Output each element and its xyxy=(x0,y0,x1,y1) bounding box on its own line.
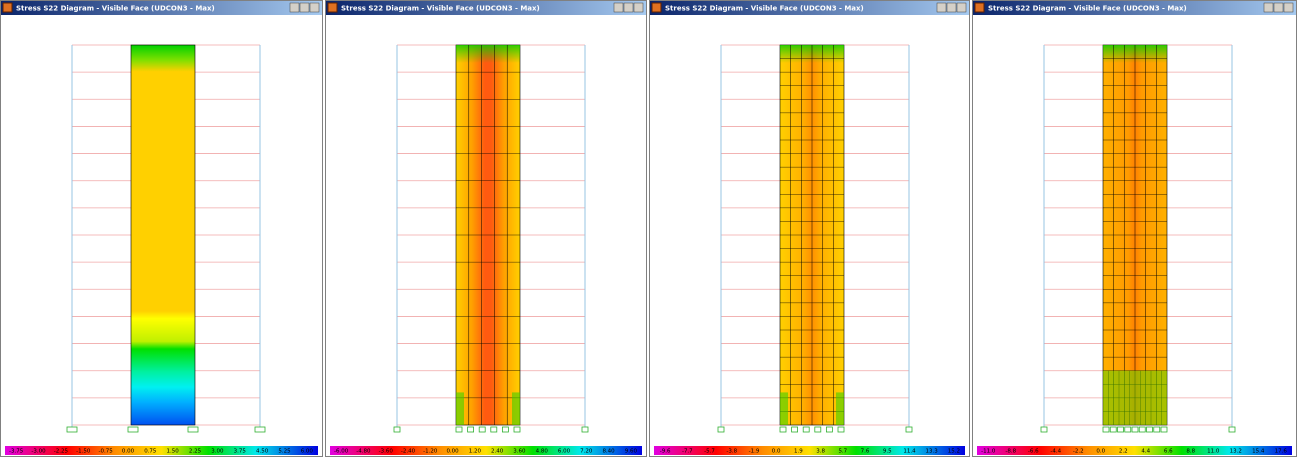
minimize-button[interactable] xyxy=(937,3,946,12)
window-title: Stress S22 Diagram - Visible Face (UDCON… xyxy=(988,5,1187,13)
maximize-button[interactable] xyxy=(1274,3,1283,12)
legend-label: -6.6 xyxy=(1028,449,1039,455)
legend-label: 4.4 xyxy=(1141,449,1150,455)
legend-label: 0.0 xyxy=(772,449,781,455)
legend-label: -2.2 xyxy=(1073,449,1084,455)
legend-label: 3.8 xyxy=(816,449,825,455)
screen: Stress S22 Diagram - Visible Face (UDCON… xyxy=(0,0,1297,457)
legend-label: 6.00 xyxy=(558,449,571,455)
legend-label: 13.3 xyxy=(926,449,939,455)
close-button[interactable] xyxy=(310,3,319,12)
color-bar xyxy=(5,446,318,455)
color-bar xyxy=(330,446,642,455)
legend-label: -1.9 xyxy=(749,449,760,455)
legend-label: -7.7 xyxy=(682,449,693,455)
legend-label: 0.0 xyxy=(1096,449,1105,455)
legend-label: 7.20 xyxy=(580,449,593,455)
legend-label: -3.00 xyxy=(31,449,46,455)
legend-label: -6.00 xyxy=(334,449,349,455)
window-title: Stress S22 Diagram - Visible Face (UDCON… xyxy=(341,5,540,13)
legend-label: 5.25 xyxy=(278,449,291,455)
window: Stress S22 Diagram - Visible Face (UDCON… xyxy=(1,1,323,457)
base-contour xyxy=(780,392,788,425)
window-icon xyxy=(3,3,12,12)
legend-label: -3.75 xyxy=(9,449,24,455)
legend-label: 0.00 xyxy=(122,449,135,455)
legend-label: 4.80 xyxy=(536,449,549,455)
legend-label: 17.6 xyxy=(1275,449,1288,455)
legend-label: -3.60 xyxy=(379,449,394,455)
legend-label: -0.75 xyxy=(98,449,113,455)
minimize-button[interactable] xyxy=(614,3,623,12)
legend-label: 2.40 xyxy=(491,449,504,455)
legend-label: 3.60 xyxy=(513,449,526,455)
maximize-button[interactable] xyxy=(947,3,956,12)
close-button[interactable] xyxy=(634,3,643,12)
legend-label: -2.25 xyxy=(54,449,69,455)
legend-label: 5.7 xyxy=(838,449,847,455)
legend-label: 9.5 xyxy=(883,449,892,455)
legend-label: -4.4 xyxy=(1050,449,1061,455)
wall-top-contour xyxy=(456,45,520,63)
legend-label: 3.75 xyxy=(234,449,247,455)
window-icon xyxy=(975,3,984,12)
maximize-button[interactable] xyxy=(624,3,633,12)
legend-label: 2.2 xyxy=(1119,449,1128,455)
legend-label: 11.4 xyxy=(903,449,916,455)
legend-label: -11.0 xyxy=(981,449,996,455)
legend-label: -5.7 xyxy=(704,449,715,455)
legend-label: 15.4 xyxy=(1252,449,1265,455)
legend-label: 6.00 xyxy=(301,449,314,455)
legend-label: 7.6 xyxy=(861,449,870,455)
legend-label: 1.50 xyxy=(167,449,180,455)
color-bar xyxy=(654,446,965,455)
legend-label: 3.00 xyxy=(211,449,224,455)
base-contour xyxy=(836,392,844,425)
minimize-button[interactable] xyxy=(1264,3,1273,12)
window-icon xyxy=(328,3,337,12)
close-button[interactable] xyxy=(957,3,966,12)
window-icon xyxy=(652,3,661,12)
close-button[interactable] xyxy=(1284,3,1293,12)
legend-label: 11.0 xyxy=(1207,449,1220,455)
maximize-button[interactable] xyxy=(300,3,309,12)
legend-label: 8.40 xyxy=(602,449,615,455)
window-title: Stress S22 Diagram - Visible Face (UDCON… xyxy=(665,5,864,13)
window: Stress S22 Diagram - Visible Face (UDCON… xyxy=(326,1,647,457)
legend-label: 9.60 xyxy=(625,449,638,455)
legend-label: 6.6 xyxy=(1164,449,1173,455)
legend-label: -8.8 xyxy=(1005,449,1016,455)
legend-label: -2.40 xyxy=(401,449,416,455)
base-contour xyxy=(1103,371,1167,425)
legend-label: 0.00 xyxy=(446,449,459,455)
minimize-button[interactable] xyxy=(290,3,299,12)
base-contour xyxy=(456,392,464,425)
window-title: Stress S22 Diagram - Visible Face (UDCON… xyxy=(16,5,215,13)
legend-label: 2.25 xyxy=(189,449,202,455)
legend-label: -1.50 xyxy=(76,449,91,455)
legend-label: 0.75 xyxy=(144,449,157,455)
legend-label: -4.80 xyxy=(356,449,371,455)
window: Stress S22 Diagram - Visible Face (UDCON… xyxy=(650,1,970,457)
legend-label: -9.6 xyxy=(660,449,671,455)
shear-wall xyxy=(131,45,195,425)
legend-label: 1.9 xyxy=(794,449,803,455)
legend-label: 4.50 xyxy=(256,449,269,455)
legend-label: -1.20 xyxy=(423,449,438,455)
window: Stress S22 Diagram - Visible Face (UDCON… xyxy=(973,1,1297,457)
legend-label: 8.8 xyxy=(1186,449,1195,455)
legend-label: -3.8 xyxy=(726,449,737,455)
legend-label: 13.2 xyxy=(1230,449,1242,455)
legend-label: 15.2 xyxy=(948,449,960,455)
legend-label: 1.20 xyxy=(469,449,482,455)
base-contour xyxy=(512,392,520,425)
color-bar xyxy=(977,446,1292,455)
